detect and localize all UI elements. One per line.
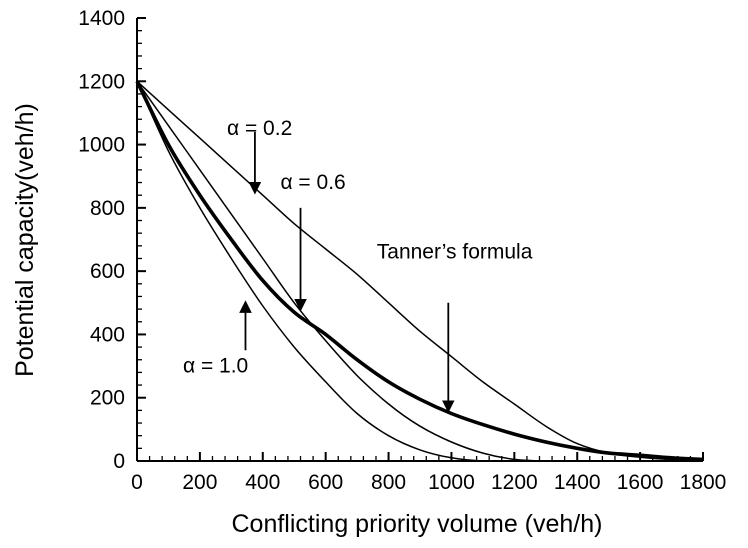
x-tick-label: 1000	[428, 471, 475, 494]
x-axis-label: Conflicting priority volume (veh/h)	[232, 510, 603, 538]
y-tick-label: 600	[90, 260, 125, 283]
y-tick-label: 1200	[78, 70, 125, 93]
x-tick-label: 1600	[617, 471, 664, 494]
x-tick-label: 1400	[554, 471, 601, 494]
series-line-0-6	[136, 80, 703, 462]
annotation-label: Tanner’s formula	[377, 240, 533, 263]
x-tick-label: 1800	[680, 471, 727, 494]
annotation-label: α = 0.2	[227, 117, 292, 140]
y-tick-label: 800	[90, 197, 125, 220]
series-layer	[135, 80, 704, 462]
y-tick-label: 200	[90, 387, 125, 410]
x-tick-label: 1200	[491, 471, 538, 494]
y-axis-label: Potential capacity(veh/h)	[11, 103, 39, 377]
y-tick-label: 1000	[78, 134, 125, 157]
series-line-1-0	[136, 80, 703, 462]
x-tick-label: 600	[308, 471, 343, 494]
annotation-layer: α = 0.2 α = 0.6 Tanner’s formula α = 1.0	[183, 117, 533, 413]
y-tick-label: 0	[113, 450, 125, 473]
x-tick-label: 200	[182, 471, 217, 494]
y-tick-label: 1400	[78, 7, 125, 30]
x-tick-label: 0	[131, 471, 143, 494]
x-tick-label: 800	[371, 471, 406, 494]
axes-layer: 0 200 400 600 800 1000 1200 1400 1600 1800 0 200 400…	[78, 7, 726, 494]
annotation-label: α = 0.6	[280, 171, 345, 194]
series-line-0-2	[136, 80, 704, 462]
annotation-label: α = 1.0	[183, 354, 248, 377]
series-line-tanner-s-formula	[135, 80, 704, 462]
y-tick-label: 400	[90, 323, 125, 346]
x-tick-label: 400	[245, 471, 280, 494]
